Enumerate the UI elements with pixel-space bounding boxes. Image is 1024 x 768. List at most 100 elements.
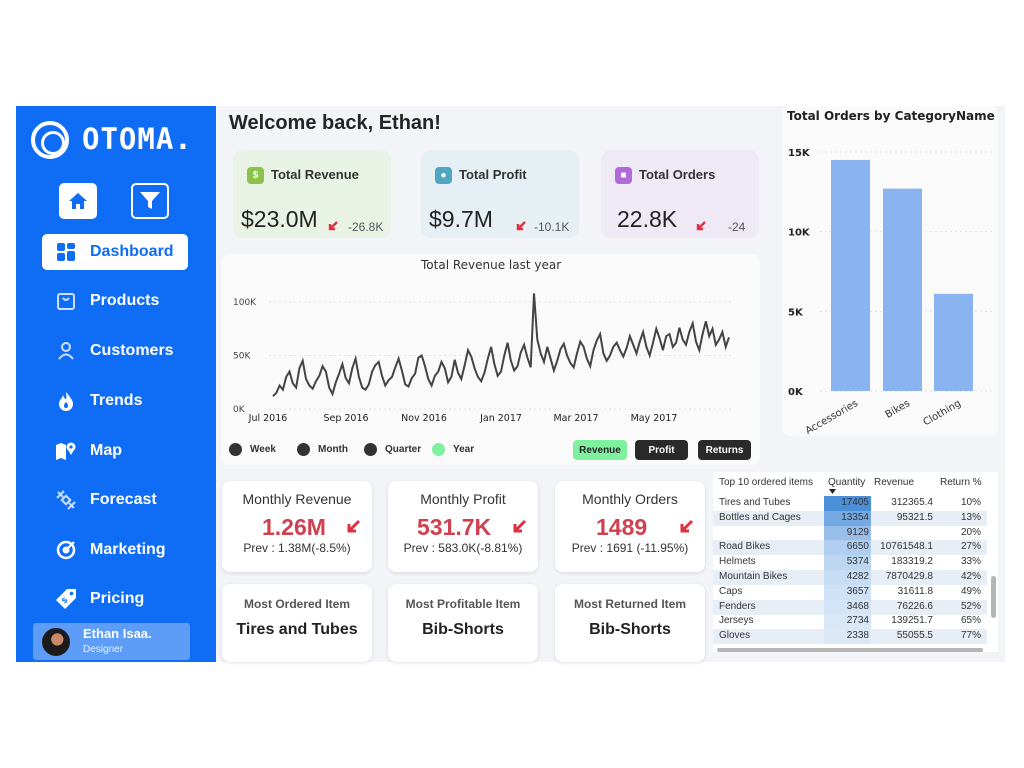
x-tick-label: Nov 2016 — [401, 413, 447, 424]
most-ordered-card: Most Ordered Item Tires and Tubes — [222, 584, 372, 662]
table-cell: 10% — [960, 497, 981, 508]
card-value: Bib-Shorts — [422, 621, 504, 638]
table-row[interactable]: Gloves 2338 55055.5 77% — [713, 629, 987, 645]
series-line-revenue[interactable] — [272, 293, 730, 397]
quantity-bar — [824, 599, 871, 615]
table-row[interactable]: Jerseys 2734 139251.7 65% — [713, 614, 987, 630]
x-tick-label: Accessories — [804, 398, 860, 436]
table-row[interactable]: Caps 3657 31611.8 49% — [713, 584, 987, 600]
table-cell: Bottles and Cages — [719, 511, 801, 523]
card-value: 531.7K — [417, 514, 492, 540]
table-row[interactable]: Helmets 5374 183319.2 33% — [713, 555, 987, 571]
monthly-profit-card: Monthly Profit 531.7K Prev : 583.0K(-8.8… — [388, 481, 538, 572]
nav-marketing[interactable]: Marketing — [42, 532, 188, 568]
nav-label: Map — [90, 442, 122, 459]
header-cell[interactable]: Quantity — [828, 477, 866, 488]
table-cell: 9129 — [846, 526, 869, 538]
table-cell: 139251.7 — [891, 615, 933, 627]
cart-icon: ■ — [615, 167, 632, 184]
x-tick-label: Jul 2016 — [248, 413, 288, 424]
header-cell[interactable]: Return % — [940, 477, 982, 488]
nav-map[interactable]: Map — [42, 433, 188, 469]
coin-icon: ● — [435, 167, 452, 184]
flame-icon — [54, 391, 78, 411]
price-tag-icon: $ — [54, 588, 78, 610]
legend-month[interactable]: Month — [297, 443, 348, 456]
home-button[interactable] — [59, 183, 97, 219]
table-cell: 52% — [960, 600, 981, 612]
table-cell: 76226.6 — [896, 600, 933, 612]
card-title: Most Ordered Item — [243, 597, 351, 611]
card-value: 1489 — [596, 514, 648, 540]
monthly-orders-card: Monthly Orders 1489 Prev : 1691 (-11.95%… — [555, 481, 705, 572]
table-cell: 6650 — [846, 541, 869, 553]
kpi-title: Total Orders — [639, 167, 716, 182]
user-name: Ethan Isaa. — [83, 626, 152, 641]
quantity-bar — [824, 510, 871, 526]
revenue-button[interactable]: Revenue — [573, 440, 627, 460]
bar-accessories[interactable] — [831, 159, 870, 391]
table-row[interactable]: Mountain Bikes 4282 7870429.8 42% — [713, 570, 987, 585]
table-cell: 55055.5 — [896, 630, 933, 642]
card-value: 1.26M — [262, 514, 326, 540]
table-cell: 42% — [960, 571, 981, 582]
table-cell: 3468 — [846, 600, 869, 612]
nav-trends[interactable]: Trends — [42, 383, 188, 419]
table-cell: 13354 — [841, 511, 869, 523]
user-card[interactable]: Ethan Isaa. Designer — [33, 623, 190, 660]
legend-quarter[interactable]: Quarter — [364, 443, 421, 456]
kpi-card-revenue: $ Total Revenue $23.0M -26.8K — [233, 150, 391, 238]
nav-pricing[interactable]: $ Pricing — [42, 581, 188, 617]
table-row[interactable]: Tires and Tubes 17405 312365.4 10% — [713, 496, 987, 511]
table-row[interactable]: Bottles and Cages 13354 95321.5 13% — [713, 510, 987, 526]
nav-customers[interactable]: Customers — [42, 333, 188, 369]
profit-button[interactable]: Profit — [635, 440, 688, 460]
table-vertical-scrollbar[interactable] — [991, 576, 996, 618]
quantity-bar — [824, 555, 871, 571]
table-cell: 20% — [960, 526, 981, 538]
legend-year[interactable]: Year — [432, 443, 474, 456]
most-returned-card: Most Returned Item Bib-Shorts — [555, 584, 705, 662]
top-items-table[interactable]: Top 10 ordered items Quantity Revenue Re… — [713, 472, 998, 652]
y-tick-label: 5K — [788, 307, 804, 318]
nav-label: Products — [90, 292, 160, 309]
kpi-value: $23.0M — [241, 206, 318, 232]
kpi-delta: -26.8K — [348, 220, 384, 234]
quantity-bar — [824, 584, 871, 600]
user-role: Designer — [83, 644, 124, 655]
legend-label: Month — [318, 444, 348, 455]
table-row[interactable]: Fenders 3468 76226.6 52% — [713, 599, 987, 615]
kpi-card-orders: ■ Total Orders 22.8K -24 — [601, 150, 759, 238]
x-tick-label: May 2017 — [631, 413, 678, 424]
table-cell: 65% — [960, 615, 981, 627]
nav-label: Trends — [90, 392, 143, 409]
nav-dashboard[interactable]: Dashboard — [42, 234, 188, 270]
filter-button[interactable] — [131, 183, 169, 219]
table-row[interactable]: 9129 20% — [713, 525, 987, 541]
bar-bikes[interactable] — [883, 188, 922, 391]
table-row[interactable]: Road Bikes 6650 10761548.1 27% — [713, 540, 987, 556]
quantity-bar — [824, 570, 871, 585]
table-horizontal-scrollbar[interactable] — [717, 648, 983, 652]
header-cell[interactable]: Revenue — [874, 477, 915, 488]
legend-week[interactable]: Week — [229, 443, 276, 456]
table-cell: Caps — [719, 585, 743, 597]
kpi-value: $9.7M — [429, 206, 493, 232]
card-title: Most Returned Item — [573, 597, 686, 611]
x-tick-label: Sep 2016 — [323, 413, 368, 424]
returns-button[interactable]: Returns — [698, 440, 751, 460]
table-cell: 7870429.8 — [885, 571, 933, 582]
table-cell: 17405 — [841, 497, 869, 508]
down-arrow-icon — [680, 519, 694, 533]
card-prev: Prev : 1691 (-11.95%) — [571, 541, 689, 555]
down-arrow-icon — [347, 519, 361, 533]
y-tick-label: 15K — [788, 148, 811, 159]
nav-products[interactable]: Products — [42, 283, 188, 319]
filter-icon — [140, 192, 160, 209]
bar-clothing[interactable] — [934, 293, 973, 391]
legend-label: Quarter — [385, 444, 422, 455]
y-tick-label: 0K — [233, 405, 246, 415]
nav-forecast[interactable]: Forecast — [42, 482, 188, 518]
down-arrow-icon — [516, 221, 526, 231]
